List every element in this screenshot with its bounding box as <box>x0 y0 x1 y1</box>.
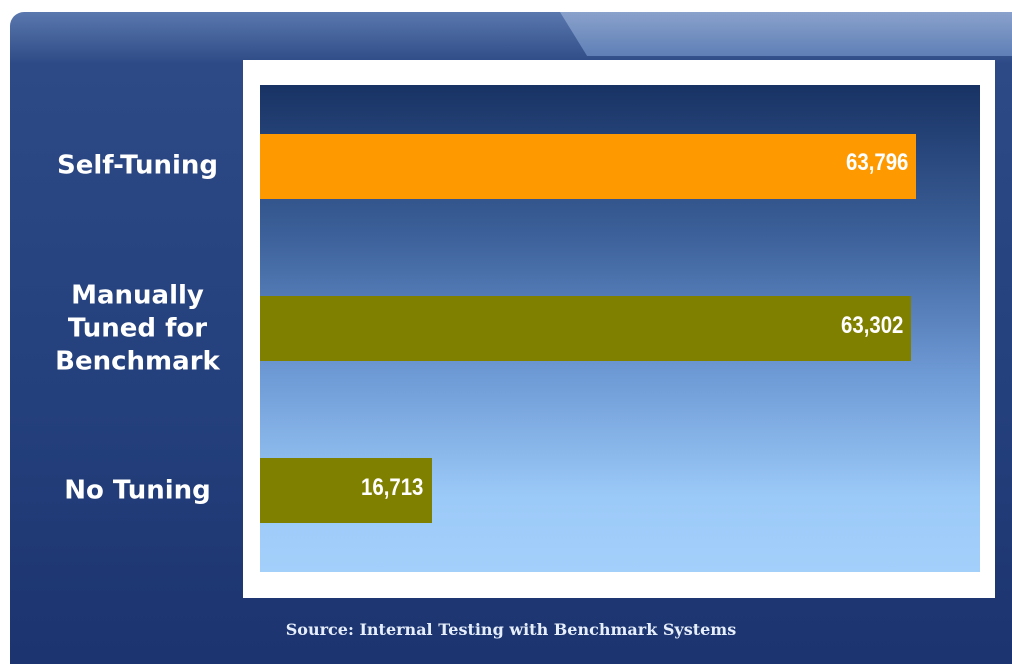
category-label: No Tuning <box>64 475 211 506</box>
source-note: Source: Internal Testing with Benchmark … <box>285 620 737 639</box>
value-label: 63,796 <box>845 149 909 177</box>
frame-highlight <box>560 12 1012 56</box>
bar: 16,713 <box>260 458 432 524</box>
bar: 63,302 <box>260 296 912 361</box>
value-label: 16,713 <box>361 474 424 502</box>
value-label: 63,302 <box>840 311 904 339</box>
bar: 63,796 <box>260 133 917 199</box>
category-label: Manually Tuned for Benchmark <box>55 280 220 376</box>
category-label: Self-Tuning <box>56 150 219 181</box>
